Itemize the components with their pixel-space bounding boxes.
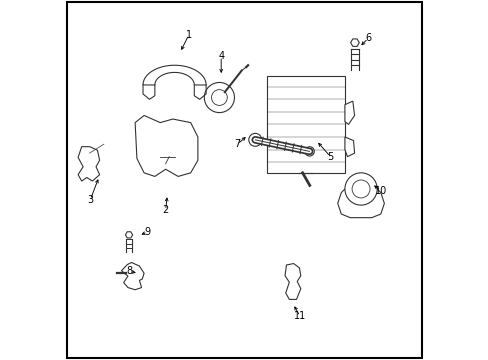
Polygon shape — [285, 264, 300, 300]
Circle shape — [351, 180, 369, 198]
Text: 4: 4 — [218, 51, 224, 61]
Polygon shape — [350, 39, 359, 46]
Polygon shape — [135, 116, 198, 176]
Polygon shape — [344, 101, 354, 125]
Polygon shape — [125, 232, 132, 238]
Circle shape — [344, 173, 376, 205]
Polygon shape — [78, 147, 100, 181]
Text: 9: 9 — [144, 227, 150, 237]
Text: 7: 7 — [234, 139, 240, 149]
Text: 1: 1 — [185, 30, 192, 40]
Circle shape — [248, 134, 261, 146]
Polygon shape — [344, 137, 354, 157]
Polygon shape — [142, 65, 206, 85]
Text: 8: 8 — [126, 266, 133, 276]
FancyBboxPatch shape — [267, 76, 344, 173]
Text: 5: 5 — [327, 152, 333, 162]
Circle shape — [204, 82, 234, 113]
Circle shape — [305, 147, 314, 156]
Text: 6: 6 — [365, 33, 370, 43]
Text: 10: 10 — [374, 186, 386, 196]
Text: 11: 11 — [293, 311, 305, 321]
Text: 2: 2 — [162, 206, 168, 216]
Text: 3: 3 — [87, 195, 93, 205]
Circle shape — [211, 90, 227, 105]
Polygon shape — [121, 262, 144, 290]
